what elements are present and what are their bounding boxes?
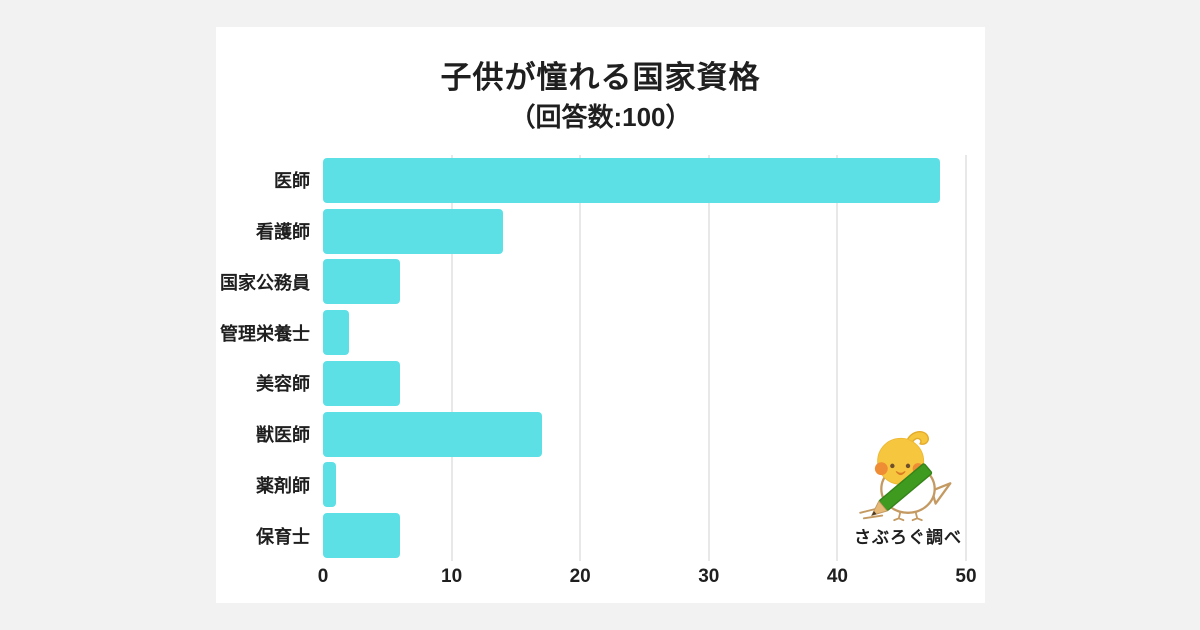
gridline (579, 155, 582, 561)
bar-row: 保育士 (256, 510, 966, 561)
chart-subtitle: （回答数:100） (509, 102, 692, 132)
bar (323, 411, 542, 457)
category-label: 獣医師 (256, 425, 310, 446)
x-tick-label: 30 (698, 566, 720, 587)
category-label: 国家公務員 (220, 272, 310, 293)
bar (323, 462, 336, 508)
mascot: さぶろぐ調べ (846, 430, 970, 548)
gridline (836, 155, 839, 561)
x-tick-label: 50 (955, 566, 977, 587)
cockatiel-pencil-icon (859, 431, 952, 522)
x-tick-label: 20 (569, 566, 591, 587)
bar (323, 157, 941, 203)
gridline (450, 155, 453, 561)
gridline (965, 155, 967, 561)
bar (323, 259, 401, 305)
bar-row: 看護師 (256, 206, 966, 257)
category-label: 保育士 (256, 526, 310, 547)
x-tick-label: 0 (317, 566, 329, 587)
bar-row: 美容師 (256, 358, 966, 409)
bar-row: 薬剤師 (256, 460, 966, 511)
credit-label: さぶろぐ調べ (854, 528, 962, 547)
bar-row: 医師 (274, 155, 966, 206)
bar (323, 360, 401, 406)
bar (323, 513, 401, 559)
x-tick-label: 40 (826, 566, 848, 587)
bar-row: 国家公務員 (220, 257, 966, 308)
plot-area: 医師看護師国家公務員管理栄養士美容師獣医師薬剤師保育士 (220, 155, 967, 561)
chart-title: 子供が憧れる国家資格 (440, 60, 761, 95)
bar-row: 獣医師 (256, 409, 966, 460)
bar-row: 管理栄養士 (220, 307, 966, 358)
bar (323, 208, 504, 254)
x-tick-label: 10 (441, 566, 463, 587)
category-label: 管理栄養士 (220, 323, 310, 344)
bar-rows: 医師看護師国家公務員管理栄養士美容師獣医師薬剤師保育士 (220, 155, 966, 561)
bar (323, 310, 349, 356)
category-label: 薬剤師 (256, 475, 310, 496)
category-label: 美容師 (256, 374, 310, 395)
gridline (707, 155, 710, 561)
category-label: 医師 (274, 171, 310, 192)
category-label: 看護師 (256, 222, 310, 243)
chart-card: 子供が憧れる国家資格 （回答数:100） 医師看護師国家公務員管理栄養士美容師獣… (216, 27, 985, 603)
x-axis: 0 10 20 30 40 50 (318, 566, 977, 590)
